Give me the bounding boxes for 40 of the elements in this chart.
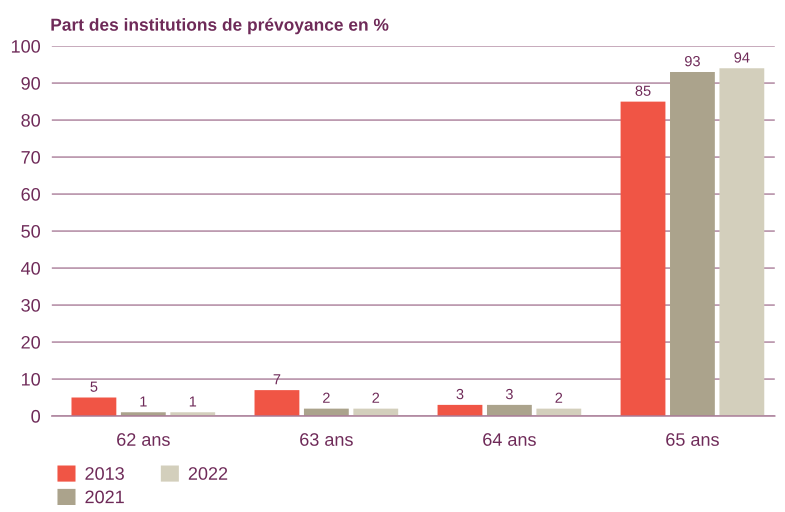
x-tick-label: 65 ans — [666, 433, 719, 446]
x-tick-label: 64 ans — [483, 433, 536, 446]
y-tick-label: 30 — [21, 298, 40, 312]
data-label: 93 — [685, 56, 700, 66]
bar — [620, 102, 666, 416]
bar — [71, 398, 116, 416]
y-tick-label: 90 — [21, 77, 40, 90]
y-tick-label: 70 — [22, 150, 40, 164]
bar — [304, 408, 349, 416]
y-tick-label: 80 — [21, 114, 40, 127]
y-tick-label: 40 — [21, 262, 40, 275]
data-label: 94 — [734, 52, 750, 63]
bar — [719, 68, 764, 416]
y-tick-label: 10 — [22, 372, 40, 386]
legend-label: 2022 — [188, 467, 228, 480]
bar — [670, 72, 715, 416]
data-label: 3 — [506, 388, 513, 400]
x-tick-label: 63 ans — [300, 433, 353, 446]
data-label: 1 — [190, 396, 196, 406]
bar — [486, 404, 532, 416]
bar — [438, 404, 482, 416]
data-label: 2 — [323, 392, 330, 403]
y-tick-label: 100 — [12, 40, 40, 53]
y-tick-label: 60 — [22, 188, 40, 201]
y-tick-label: 20 — [22, 336, 40, 349]
chart-title: Part des institutions de prévoyance en % — [51, 18, 388, 34]
y-tick-label: 50 — [21, 224, 40, 238]
legend-label: 2013 — [85, 467, 124, 480]
legend-label: 2021 — [85, 490, 124, 504]
bar — [254, 390, 300, 416]
x-tick-label: 62 ans — [117, 433, 170, 446]
data-label: 1 — [140, 396, 147, 406]
data-label: 2 — [555, 392, 562, 403]
data-label: 5 — [90, 382, 98, 392]
data-label: 85 — [636, 86, 651, 96]
y-tick-label: 0 — [31, 410, 40, 423]
data-label: 2 — [372, 392, 380, 403]
data-label: 3 — [456, 388, 464, 400]
bar — [353, 408, 398, 416]
bar — [536, 408, 582, 416]
